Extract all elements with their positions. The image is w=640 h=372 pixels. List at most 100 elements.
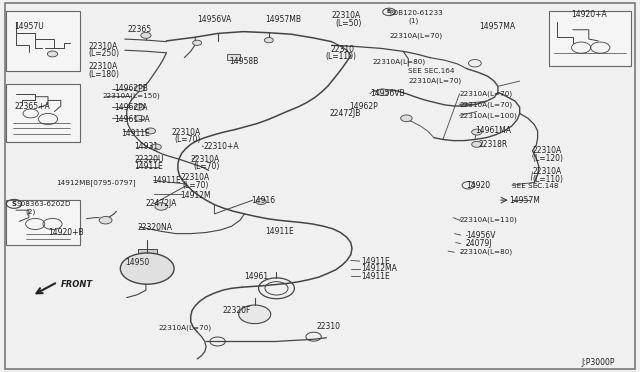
Text: 14911E: 14911E <box>362 272 390 280</box>
Text: 14957MB: 14957MB <box>266 15 301 24</box>
Text: (L=110): (L=110) <box>532 175 563 184</box>
Text: (L=70): (L=70) <box>174 135 200 144</box>
Text: 14962PA: 14962PA <box>114 103 147 112</box>
Text: 14931: 14931 <box>134 142 159 151</box>
Text: 22320F: 22320F <box>223 306 251 315</box>
Text: 22310A: 22310A <box>172 128 201 137</box>
Text: 22310A: 22310A <box>88 62 118 71</box>
Circle shape <box>134 86 145 92</box>
Text: FRONT: FRONT <box>61 280 93 289</box>
Bar <box>6 11 80 71</box>
Text: 14956V: 14956V <box>466 231 495 240</box>
Text: 14911E: 14911E <box>266 227 294 236</box>
Circle shape <box>141 32 151 38</box>
Text: 14961+A: 14961+A <box>114 115 150 124</box>
Text: 14957U: 14957U <box>14 22 44 31</box>
Text: 22365: 22365 <box>128 25 152 34</box>
Circle shape <box>462 182 475 189</box>
Text: SEE SEC.164: SEE SEC.164 <box>408 68 455 74</box>
Bar <box>227 54 240 60</box>
Circle shape <box>377 89 388 96</box>
Text: S08363-6202D: S08363-6202D <box>17 201 71 207</box>
Text: 22310: 22310 <box>317 322 341 331</box>
Text: (L=180): (L=180) <box>88 70 119 79</box>
Text: (L=120): (L=120) <box>532 154 563 163</box>
Text: 14912MA: 14912MA <box>362 264 397 273</box>
Text: 14911E: 14911E <box>122 129 150 138</box>
Text: 14962P: 14962P <box>349 102 378 110</box>
Text: 14920+A: 14920+A <box>571 10 607 19</box>
Text: 22310A: 22310A <box>332 11 361 20</box>
Text: (1): (1) <box>408 17 419 24</box>
Circle shape <box>264 38 273 43</box>
Text: ß0B120-61233: ß0B120-61233 <box>389 10 443 16</box>
Circle shape <box>134 115 145 121</box>
Circle shape <box>472 129 482 135</box>
Text: 14911E: 14911E <box>134 162 163 171</box>
Circle shape <box>47 51 58 57</box>
Text: 22365+A: 22365+A <box>14 102 50 110</box>
Text: 22310: 22310 <box>330 45 355 54</box>
Text: (L=70): (L=70) <box>182 181 209 190</box>
Text: 14920+B: 14920+B <box>48 228 84 237</box>
Text: 22310A(L=70): 22310A(L=70) <box>159 325 212 331</box>
Text: 22320NA: 22320NA <box>138 223 173 232</box>
Circle shape <box>256 199 266 205</box>
Text: 22310A(L=70): 22310A(L=70) <box>408 78 461 84</box>
Text: 14962PB: 14962PB <box>114 84 148 93</box>
Text: S: S <box>12 201 17 207</box>
Text: 22472JA: 22472JA <box>146 199 177 208</box>
Text: 14956VB: 14956VB <box>370 89 404 98</box>
Text: 22320U: 22320U <box>134 155 164 164</box>
Circle shape <box>151 144 161 150</box>
Text: 22310A(L=110): 22310A(L=110) <box>460 217 517 224</box>
Text: J:P3000P: J:P3000P <box>581 358 614 367</box>
Text: 14950: 14950 <box>125 258 149 267</box>
Circle shape <box>468 60 481 67</box>
Text: 22310A: 22310A <box>532 146 562 155</box>
Text: 14911E: 14911E <box>152 176 181 185</box>
Circle shape <box>472 141 482 147</box>
Text: 14912M: 14912M <box>180 191 211 200</box>
Text: 22310A: 22310A <box>180 173 210 182</box>
Circle shape <box>134 104 145 110</box>
Text: 22472JB: 22472JB <box>330 109 361 118</box>
Text: 14920: 14920 <box>466 181 490 190</box>
Text: 14912MB[0795-0797]: 14912MB[0795-0797] <box>56 180 136 186</box>
Text: SEE SEC.148: SEE SEC.148 <box>512 183 559 189</box>
Text: 22310A(L=80): 22310A(L=80) <box>372 58 426 65</box>
Text: 22310A: 22310A <box>88 42 118 51</box>
Text: 22310A: 22310A <box>191 155 220 164</box>
Text: 22318R: 22318R <box>479 140 508 149</box>
Circle shape <box>120 253 174 284</box>
Text: B: B <box>387 9 391 15</box>
Text: 22310A: 22310A <box>532 167 562 176</box>
Text: 14956VA: 14956VA <box>197 15 232 24</box>
Text: 22310A(L=70): 22310A(L=70) <box>460 90 513 97</box>
Text: (L=70): (L=70) <box>193 162 220 171</box>
Text: (L=50): (L=50) <box>335 19 362 28</box>
Text: 22310+A: 22310+A <box>204 142 239 151</box>
Text: (L=250): (L=250) <box>88 49 120 58</box>
Text: 14961MA: 14961MA <box>475 126 511 135</box>
Bar <box>6 200 80 245</box>
Bar <box>549 11 631 66</box>
Text: 14957M: 14957M <box>509 196 540 205</box>
Text: 14961: 14961 <box>244 272 269 280</box>
Circle shape <box>401 115 412 122</box>
Text: 22310A(L=80): 22310A(L=80) <box>460 249 513 256</box>
Text: 22310A(L=150): 22310A(L=150) <box>102 93 160 99</box>
Circle shape <box>239 305 271 324</box>
Text: (L=110): (L=110) <box>325 52 356 61</box>
Circle shape <box>145 128 156 134</box>
Circle shape <box>193 40 202 45</box>
Bar <box>138 249 157 254</box>
Text: 22310A(L=70): 22310A(L=70) <box>460 102 513 108</box>
Bar <box>6 84 80 142</box>
Text: 14958B: 14958B <box>229 57 259 66</box>
Text: 22310A(L=70): 22310A(L=70) <box>389 32 442 39</box>
Circle shape <box>155 203 168 210</box>
Text: 14916: 14916 <box>251 196 275 205</box>
Text: 14911E: 14911E <box>362 257 390 266</box>
Circle shape <box>99 217 112 224</box>
